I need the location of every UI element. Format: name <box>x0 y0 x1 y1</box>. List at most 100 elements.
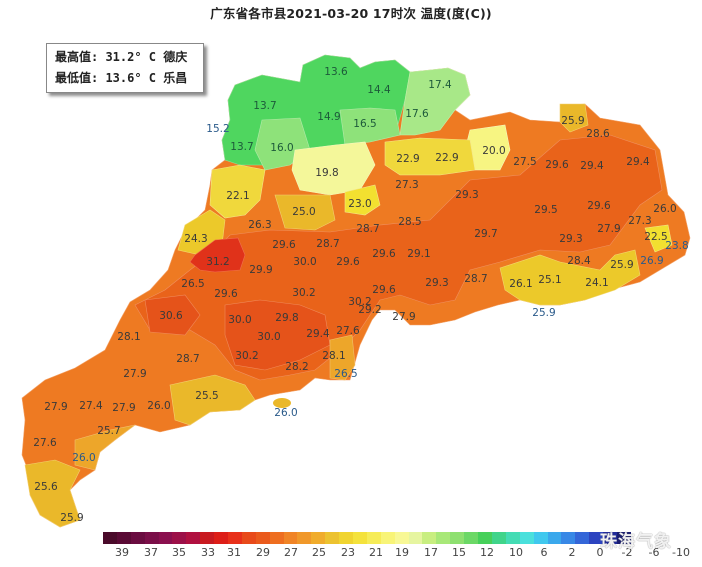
legend-color-swatch <box>269 532 284 544</box>
legend-color-swatch <box>547 532 562 544</box>
station-temperature-label: 28.7 <box>356 223 380 235</box>
legend-color-swatch <box>408 532 423 544</box>
station-temperature-label: 24.3 <box>184 233 208 245</box>
station-temperature-label: 30.2 <box>235 350 259 362</box>
station-temperature-label: 15.2 <box>206 123 230 135</box>
station-temperature-label: 29.8 <box>275 312 299 324</box>
station-temperature-label: 30.2 <box>292 287 316 299</box>
legend-color-swatch <box>241 532 256 544</box>
legend-tick-label: 33 <box>201 546 215 559</box>
extremes-infobox: 最高值: 31.2° C 德庆 最低值: 13.6° C 乐昌 <box>46 43 204 93</box>
station-temperature-label: 27.6 <box>336 325 360 337</box>
station-temperature-label: 29.3 <box>455 189 479 201</box>
legend-tick-label: 31 <box>227 546 241 559</box>
legend-color-swatch <box>103 532 117 544</box>
max-value-line: 最高值: 31.2° C 德庆 <box>55 50 188 64</box>
legend-tick-label: -10 <box>672 546 690 559</box>
station-temperature-label: 26.0 <box>653 203 677 215</box>
legend-color-swatch <box>130 532 145 544</box>
station-temperature-label: 29.3 <box>559 233 583 245</box>
station-temperature-label: 20.0 <box>482 145 506 157</box>
station-temperature-label: 28.1 <box>117 331 141 343</box>
station-temperature-label: 29.6 <box>372 248 396 260</box>
legend-color-swatch <box>491 532 506 544</box>
station-temperature-label: 28.7 <box>464 273 488 285</box>
legend-color-swatch <box>450 532 465 544</box>
station-temperature-label: 19.8 <box>315 167 339 179</box>
legend-color-swatch <box>228 532 242 544</box>
station-temperature-label: 28.1 <box>322 350 346 362</box>
station-temperature-label: 27.9 <box>597 223 621 235</box>
station-temperature-label: 23.8 <box>665 240 689 252</box>
station-temperature-label: 30.6 <box>159 310 183 322</box>
station-temperature-label: 28.4 <box>567 255 591 267</box>
legend-color-swatch <box>394 532 409 544</box>
station-temperature-label: 28.2 <box>285 361 309 373</box>
station-temperature-label: 29.3 <box>425 277 449 289</box>
station-temperature-label: 25.0 <box>292 206 316 218</box>
region-orange-26 <box>74 424 136 471</box>
legend-tick-label: 29 <box>256 546 270 559</box>
station-temperature-label: 27.9 <box>112 402 136 414</box>
island-nanao <box>659 242 671 248</box>
region-coast-26-5 <box>329 334 356 381</box>
station-temperature-label: 25.9 <box>60 512 84 524</box>
legend-tick-label: 0 <box>596 546 604 559</box>
station-temperature-label: 24.1 <box>585 277 609 289</box>
station-temperature-label: 14.9 <box>317 111 341 123</box>
legend-tick-label: -6 <box>648 546 660 559</box>
guangdong-map <box>21 54 691 528</box>
legend-color-swatch <box>325 532 340 544</box>
legend-color-swatch <box>533 532 548 544</box>
region-yellow-leizhou <box>24 459 81 528</box>
legend-color-swatch <box>464 532 479 544</box>
station-temperature-label: 16.5 <box>353 118 377 130</box>
legend-tick-label: 39 <box>115 546 129 559</box>
station-temperature-label: 29.2 <box>358 304 382 316</box>
station-temperature-label: 27.3 <box>628 215 652 227</box>
color-legend-bar <box>103 532 631 544</box>
map-title: 广东省各市县2021-03-20 17时次 温度(度(C)) <box>210 6 492 21</box>
station-temperature-label: 26.0 <box>147 400 171 412</box>
region-yellow-2 <box>209 164 266 219</box>
station-temperature-label: 22.9 <box>396 153 420 165</box>
legend-tick-label: 27 <box>284 546 298 559</box>
station-temperature-label: 25.6 <box>34 481 58 493</box>
legend-tick-label: 37 <box>144 546 158 559</box>
legend-color-swatch <box>616 532 631 544</box>
station-temperature-label: 27.9 <box>44 401 68 413</box>
region-hot-30b <box>224 299 331 371</box>
station-temperature-label: 31.2 <box>206 256 230 268</box>
station-temperature-label: 29.6 <box>545 159 569 171</box>
station-temperature-label: 22.5 <box>644 231 668 243</box>
station-temperature-label: 25.9 <box>610 259 634 271</box>
station-temperature-label: 29.6 <box>272 239 296 251</box>
watermark: 珠海气象 <box>600 532 672 552</box>
station-temperature-label: 27.6 <box>33 437 57 449</box>
station-temperature-label: 27.3 <box>395 179 419 191</box>
legend-tick-label: 35 <box>172 546 186 559</box>
legend-tick-label: 15 <box>452 546 466 559</box>
station-temperature-label: 29.9 <box>249 264 273 276</box>
station-temperature-label: 28.7 <box>176 353 200 365</box>
legend-color-swatch <box>186 532 201 544</box>
region-yellow-se <box>499 249 641 306</box>
legend-color-swatch <box>116 532 131 544</box>
station-temperature-label: 26.3 <box>248 219 272 231</box>
legend-color-swatch <box>339 532 354 544</box>
legend-tick-label: 12 <box>480 546 494 559</box>
station-temperature-label: 30.0 <box>293 256 317 268</box>
legend-color-swatch <box>380 532 395 544</box>
legend-color-swatch <box>144 532 159 544</box>
station-temperature-label: 25.7 <box>97 425 121 437</box>
region-yellow-5 <box>274 194 336 231</box>
station-temperature-label: 29.1 <box>407 248 431 260</box>
legend-color-swatch <box>214 532 229 544</box>
island-shangchuan <box>273 398 291 408</box>
station-temperature-label: 29.4 <box>580 160 604 172</box>
legend-color-swatch <box>575 532 590 544</box>
legend-color-swatch <box>519 532 534 544</box>
legend-tick-label: 19 <box>395 546 409 559</box>
station-temperature-label: 29.4 <box>626 156 650 168</box>
station-temperature-label: 13.7 <box>253 100 277 112</box>
